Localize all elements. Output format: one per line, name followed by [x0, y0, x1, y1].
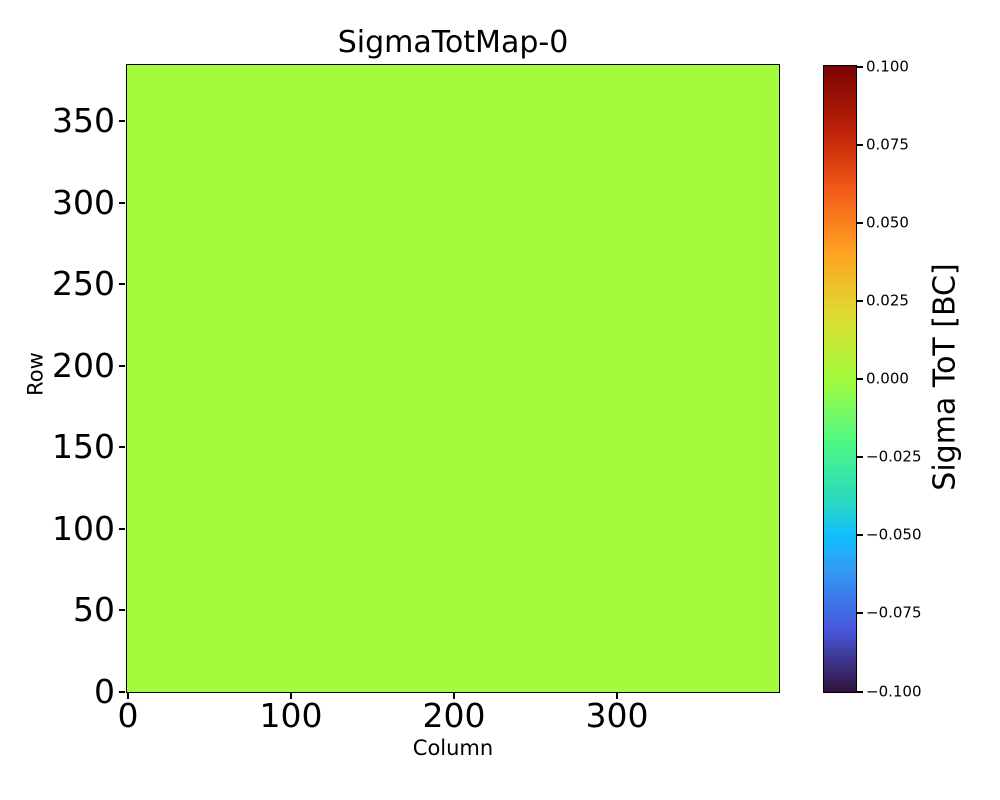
x-tick-label: 100 — [259, 696, 323, 735]
colorbar-tick-mark — [857, 691, 863, 693]
x-tick-mark — [616, 693, 618, 699]
colorbar-tick-label: 0.000 — [866, 369, 909, 388]
colorbar-tick-label: −0.050 — [866, 525, 922, 544]
colorbar-label: Sigma ToT [BC] — [927, 263, 963, 491]
colorbar-tick-mark — [857, 144, 863, 146]
y-tick-mark — [119, 365, 125, 367]
y-tick-mark — [119, 283, 125, 285]
y-tick-label: 50 — [73, 589, 115, 629]
y-tick-label: 200 — [52, 345, 115, 385]
colorbar-tick-mark — [857, 222, 863, 224]
colorbar-tick-label: −0.075 — [866, 603, 922, 622]
y-axis-label: Row — [23, 352, 48, 396]
y-tick-label: 100 — [52, 508, 115, 548]
x-tick-label: 0 — [117, 696, 139, 735]
y-tick-mark — [119, 691, 125, 693]
y-tick-mark — [119, 120, 125, 122]
plot-title: SigmaTotMap-0 — [337, 25, 569, 60]
y-tick-mark — [119, 528, 125, 530]
y-tick-label: 0 — [94, 671, 115, 711]
colorbar-tick-label: 0.100 — [866, 57, 909, 76]
y-tick-label: 150 — [52, 426, 115, 466]
x-tick-label: 200 — [422, 696, 486, 735]
x-tick-mark — [127, 693, 129, 699]
colorbar-tick-mark — [857, 378, 863, 380]
colorbar-tick-mark — [857, 534, 863, 536]
colorbar-tick-mark — [857, 300, 863, 302]
y-tick-mark — [119, 202, 125, 204]
colorbar-tick-mark — [857, 66, 863, 68]
x-tick-label: 300 — [585, 696, 649, 735]
x-tick-mark — [290, 693, 292, 699]
y-tick-mark — [119, 609, 125, 611]
colorbar-tick-mark — [857, 612, 863, 614]
colorbar-tick-label: 0.050 — [866, 213, 909, 232]
y-tick-label: 250 — [52, 263, 115, 303]
colorbar-tick-label: −0.100 — [866, 682, 922, 701]
colorbar-gradient — [823, 65, 857, 693]
y-tick-label: 350 — [52, 100, 115, 140]
y-tick-mark — [119, 446, 125, 448]
heatmap-area — [126, 64, 780, 693]
colorbar-tick-label: −0.025 — [866, 447, 922, 466]
colorbar-tick-label: 0.025 — [866, 291, 909, 310]
y-tick-label: 300 — [52, 182, 115, 222]
colorbar-tick-mark — [857, 456, 863, 458]
x-axis-label: Column — [412, 736, 494, 760]
colorbar-tick-label: 0.075 — [866, 135, 909, 154]
x-tick-mark — [453, 693, 455, 699]
